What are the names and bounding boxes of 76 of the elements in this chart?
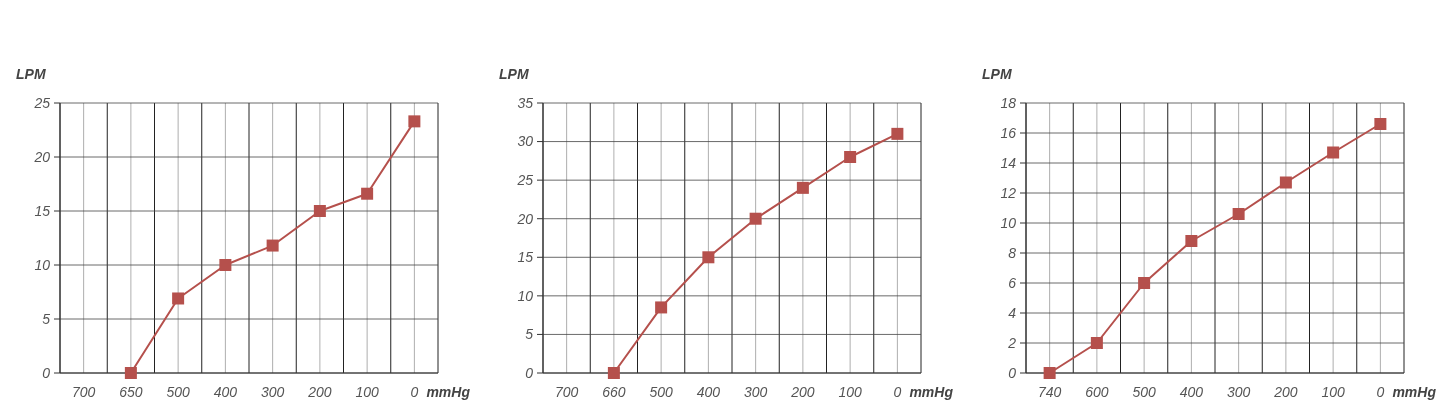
x-tick-label: 500 — [166, 384, 191, 400]
x-tick-label: 100 — [1321, 384, 1346, 400]
y-tick-label: 6 — [1008, 274, 1017, 291]
x-axis-title: mmHg — [1392, 384, 1437, 400]
point — [702, 251, 715, 264]
y-tick-label: 5 — [525, 326, 534, 343]
y-tick-label: 8 — [1008, 244, 1017, 261]
x-tick-label: 200 — [307, 384, 332, 400]
y-tick-label: 15 — [517, 249, 534, 266]
x-tick-label: 200 — [790, 384, 815, 400]
x-tick-label: 740 — [1037, 384, 1062, 400]
x-tick-label: 700 — [554, 384, 579, 400]
y-tick-label: 25 — [516, 172, 534, 189]
y-tick-label: 30 — [517, 133, 534, 150]
point — [313, 205, 326, 217]
y-tick-label: 0 — [525, 364, 534, 381]
point — [408, 115, 421, 128]
y-axis-title: LPM — [499, 66, 529, 82]
x-tick-label: 200 — [1273, 384, 1298, 400]
point — [1138, 277, 1151, 289]
point — [1327, 146, 1340, 159]
point — [1232, 208, 1245, 220]
point — [796, 181, 809, 194]
y-tick-label: 5 — [42, 310, 51, 327]
y-tick-label: 25 — [33, 94, 51, 111]
x-tick-label: 100 — [355, 384, 380, 400]
point — [655, 301, 668, 314]
x-tick-label: 300 — [1226, 384, 1251, 400]
point — [1043, 367, 1056, 379]
x-axis-title: mmHg — [909, 384, 954, 400]
y-tick-label: 10 — [34, 256, 51, 273]
y-tick-label: 10 — [1000, 214, 1017, 231]
y-tick-label: 2 — [1007, 334, 1017, 351]
point — [266, 239, 279, 252]
y-axis-title: LPM — [16, 66, 46, 82]
point — [124, 367, 137, 379]
x-tick-label: 0 — [1376, 384, 1385, 400]
y-tick-label: 4 — [1008, 304, 1017, 321]
point — [1185, 235, 1198, 247]
point — [607, 367, 620, 379]
y-tick-label: 16 — [1000, 124, 1017, 141]
y-axis-title: LPM — [982, 66, 1012, 82]
x-tick-label: 0 — [893, 384, 902, 400]
x-tick-label: 0 — [410, 384, 419, 400]
y-tick-label: 35 — [517, 94, 534, 111]
y-tick-label: 12 — [1000, 184, 1017, 201]
x-tick-label: 700 — [71, 384, 96, 400]
x-tick-label: 400 — [696, 384, 721, 400]
x-tick-label: 600 — [1085, 384, 1109, 400]
y-tick-label: 0 — [1008, 364, 1017, 381]
x-tick-label: 400 — [213, 384, 238, 400]
y-tick-label: 20 — [33, 148, 51, 165]
point — [172, 292, 185, 305]
x-tick-label: 500 — [649, 384, 674, 400]
y-tick-label: 10 — [517, 287, 534, 304]
x-tick-label: 100 — [838, 384, 863, 400]
point — [361, 187, 374, 200]
y-tick-label: 18 — [1000, 94, 1017, 111]
x-tick-label: 650 — [119, 384, 143, 400]
x-tick-label: 500 — [1132, 384, 1157, 400]
x-tick-label: 400 — [1179, 384, 1204, 400]
x-tick-label: 660 — [602, 384, 626, 400]
point — [1374, 118, 1387, 130]
point — [891, 127, 904, 140]
point — [1090, 337, 1103, 349]
y-tick-label: 15 — [34, 202, 51, 219]
point — [749, 212, 762, 225]
point — [844, 151, 857, 163]
y-tick-label: 14 — [1000, 154, 1017, 171]
point — [219, 259, 232, 271]
point — [1279, 176, 1292, 189]
y-tick-label: 0 — [42, 364, 51, 381]
x-tick-label: 300 — [743, 384, 768, 400]
x-axis-title: mmHg — [426, 384, 471, 400]
y-tick-label: 20 — [516, 210, 534, 227]
x-tick-label: 300 — [260, 384, 285, 400]
